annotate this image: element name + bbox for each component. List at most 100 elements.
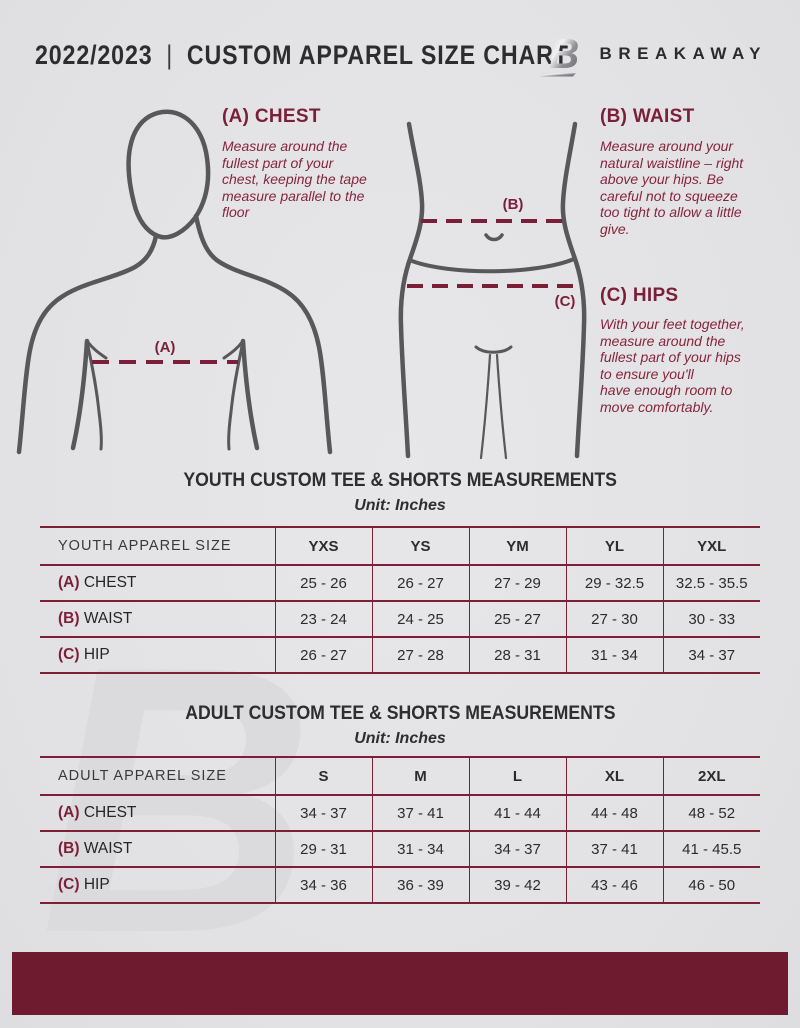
size-column-header: YS bbox=[371, 527, 469, 565]
right-armpit bbox=[240, 338, 260, 451]
row-label: (C) HIP bbox=[58, 876, 110, 893]
table-row: (B) WAIST 23 - 24 24 - 25 25 - 27 27 - 30 30 … bbox=[40, 601, 760, 637]
breakaway-logo-icon: B bbox=[539, 30, 579, 77]
brand-name: BREAKAWAY bbox=[599, 44, 767, 63]
brand-logo: B BREAKAWAY bbox=[539, 28, 767, 80]
inner-leg-right bbox=[495, 353, 508, 460]
left-pec-hook bbox=[85, 339, 108, 360]
row-label: (A) CHEST bbox=[58, 574, 137, 591]
adult-table-unit: Unit: Inches bbox=[354, 730, 446, 747]
measurement-cell: 36 - 39 bbox=[371, 867, 469, 903]
measurement-cell: 25 - 26 bbox=[274, 565, 372, 601]
measurement-cell: 43 - 46 bbox=[565, 867, 663, 903]
row-label: (B) WAIST bbox=[58, 610, 133, 627]
hips-description: With your feet together, measure around … bbox=[600, 316, 745, 415]
size-column-header: S bbox=[274, 757, 372, 795]
adult-table-title: ADULT CUSTOM TEE & SHORTS MEASUREMENTS bbox=[184, 703, 616, 724]
table-row: (A) CHEST 25 - 26 26 - 27 27 - 29 29 - 32.5 3… bbox=[40, 565, 760, 601]
season-label: 2022/2023 bbox=[35, 40, 153, 70]
measurement-cell: 23 - 24 bbox=[274, 601, 372, 637]
footer-bar bbox=[12, 952, 788, 1015]
right-pec-hook bbox=[222, 339, 245, 360]
logo-letter: B bbox=[549, 30, 579, 77]
row-label: (B) WAIST bbox=[58, 840, 133, 857]
size-column-header: YM bbox=[468, 527, 566, 565]
measurement-cell: 41 - 45.5 bbox=[662, 831, 760, 867]
measurement-cell: 39 - 42 bbox=[468, 867, 566, 903]
youth-size-header: YOUTH APPAREL SIZE bbox=[58, 538, 232, 554]
row-marker: (A) bbox=[58, 574, 80, 591]
measurement-cell: 37 - 41 bbox=[371, 795, 469, 831]
crotch-curve bbox=[474, 345, 513, 354]
measurement-cell: 37 - 41 bbox=[565, 831, 663, 867]
table-row: (C) HIP 34 - 36 36 - 39 39 - 42 43 - 46 46 - … bbox=[40, 867, 760, 903]
left-armpit-inner bbox=[85, 339, 103, 451]
measurement-cell: 30 - 33 bbox=[662, 601, 760, 637]
measurement-cell: 34 - 37 bbox=[468, 831, 566, 867]
measurement-cell: 34 - 37 bbox=[274, 795, 372, 831]
youth-table-unit: Unit: Inches bbox=[354, 497, 446, 514]
size-column-header: L bbox=[468, 757, 566, 795]
row-marker: (B) bbox=[58, 610, 80, 627]
size-column-header: YL bbox=[565, 527, 663, 565]
size-column-header: M bbox=[371, 757, 469, 795]
measurement-cell: 27 - 30 bbox=[565, 601, 663, 637]
measurement-cell: 31 - 34 bbox=[565, 637, 663, 673]
table-row: (C) HIP 26 - 27 27 - 28 28 - 31 31 - 34 34 - … bbox=[40, 637, 760, 673]
measurement-cell: 29 - 31 bbox=[274, 831, 372, 867]
hips-marker-label: (C) bbox=[555, 293, 576, 310]
row-marker: (C) bbox=[58, 876, 80, 893]
row-marker: (A) bbox=[58, 804, 80, 821]
adult-size-header: ADULT APPAREL SIZE bbox=[58, 768, 227, 784]
measurement-cell: 46 - 50 bbox=[662, 867, 760, 903]
lower-body-figure: (B) (C) bbox=[398, 121, 587, 460]
measurement-cell: 34 - 36 bbox=[274, 867, 372, 903]
title-divider: | bbox=[166, 40, 174, 70]
size-column-header: YXS bbox=[274, 527, 372, 565]
upper-body-figure: (A) bbox=[16, 109, 333, 455]
logo-underline bbox=[539, 73, 576, 77]
measurement-cell: 27 - 28 bbox=[371, 637, 469, 673]
table-row: (B) WAIST 29 - 31 31 - 34 34 - 37 37 - 41 41 … bbox=[40, 831, 760, 867]
chest-heading: (A) CHEST bbox=[222, 106, 321, 127]
left-shoulder-arm bbox=[16, 233, 159, 455]
row-label: (C) HIP bbox=[58, 646, 110, 663]
youth-table-title: YOUTH CUSTOM TEE & SHORTS MEASUREMENTS bbox=[183, 470, 617, 491]
measurement-cell: 26 - 27 bbox=[371, 565, 469, 601]
page-title: 2022/2023 | CUSTOM APPAREL SIZE CHART bbox=[35, 40, 569, 71]
measurement-cell: 32.5 - 35.5 bbox=[662, 565, 760, 601]
row-marker: (B) bbox=[58, 840, 80, 857]
measurement-cell: 28 - 31 bbox=[468, 637, 566, 673]
youth-header-row: YOUTH APPAREL SIZE YXS YS YM YL YXL bbox=[40, 527, 760, 565]
torso-right-side bbox=[560, 121, 587, 459]
measurement-cell: 25 - 27 bbox=[468, 601, 566, 637]
right-shoulder-arm bbox=[193, 213, 333, 455]
chest-marker-label: (A) bbox=[155, 339, 176, 356]
measurement-cell: 44 - 48 bbox=[565, 795, 663, 831]
navel bbox=[484, 233, 504, 242]
row-label: (A) CHEST bbox=[58, 804, 137, 821]
measurement-cell: 27 - 29 bbox=[468, 565, 566, 601]
adult-size-table: ADULT APPAREL SIZE S M L XL 2XL (A) CHEST 34 … bbox=[40, 756, 760, 904]
left-armpit bbox=[70, 338, 90, 451]
inner-leg-left bbox=[479, 353, 492, 460]
measurement-cell: 29 - 32.5 bbox=[565, 565, 663, 601]
size-column-header: XL bbox=[565, 757, 663, 795]
waist-heading: (B) WAIST bbox=[600, 106, 695, 127]
chest-description: Measure around the fullest part of your … bbox=[222, 138, 367, 220]
right-armpit-inner bbox=[227, 339, 245, 451]
measurement-cell: 24 - 25 bbox=[371, 601, 469, 637]
youth-size-table: YOUTH APPAREL SIZE YXS YS YM YL YXL (A) CHES… bbox=[40, 526, 760, 674]
size-column-header: YXL bbox=[662, 527, 760, 565]
measurement-cell: 31 - 34 bbox=[371, 831, 469, 867]
size-column-header: 2XL bbox=[662, 757, 760, 795]
hips-heading: (C) HIPS bbox=[600, 285, 679, 306]
measurement-cell: 34 - 37 bbox=[662, 637, 760, 673]
table-row: (A) CHEST 34 - 37 37 - 41 41 - 44 44 - 48 48 … bbox=[40, 795, 760, 831]
waist-description: Measure around your natural waistline – … bbox=[600, 138, 744, 237]
torso-left-side bbox=[398, 121, 425, 459]
row-marker: (C) bbox=[58, 646, 80, 663]
measurement-cell: 26 - 27 bbox=[274, 637, 372, 673]
measurement-cell: 48 - 52 bbox=[662, 795, 760, 831]
